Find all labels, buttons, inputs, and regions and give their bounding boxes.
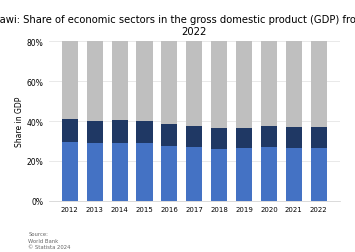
Bar — [111, 3, 128, 120]
Bar — [111, 120, 128, 143]
Y-axis label: Share in GDP: Share in GDP — [15, 97, 24, 147]
Bar — [236, 148, 252, 201]
Bar — [261, 148, 277, 201]
Bar — [186, 3, 202, 127]
Bar — [286, 3, 302, 128]
Bar — [87, 121, 103, 143]
Bar — [111, 143, 128, 201]
Bar — [261, 127, 277, 148]
Bar — [286, 128, 302, 148]
Bar — [87, 3, 103, 121]
Bar — [311, 148, 327, 201]
Bar — [261, 3, 277, 127]
Bar — [211, 149, 227, 201]
Bar — [62, 120, 78, 142]
Bar — [186, 148, 202, 201]
Bar — [286, 148, 302, 201]
Bar — [311, 3, 327, 128]
Bar — [186, 127, 202, 148]
Bar — [211, 129, 227, 149]
Bar — [211, 3, 227, 129]
Bar — [161, 3, 178, 125]
Bar — [161, 146, 178, 201]
Text: Source:
World Bank
© Statista 2024: Source: World Bank © Statista 2024 — [28, 231, 71, 249]
Bar — [136, 144, 153, 201]
Bar — [87, 143, 103, 201]
Bar — [311, 128, 327, 148]
Bar — [62, 3, 78, 120]
Bar — [62, 142, 78, 201]
Bar — [161, 125, 178, 146]
Bar — [236, 128, 252, 148]
Bar — [136, 3, 153, 122]
Bar — [236, 3, 252, 128]
Title: Malawi: Share of economic sectors in the gross domestic product (GDP) from 2012 : Malawi: Share of economic sectors in the… — [0, 15, 355, 37]
Bar — [136, 122, 153, 144]
